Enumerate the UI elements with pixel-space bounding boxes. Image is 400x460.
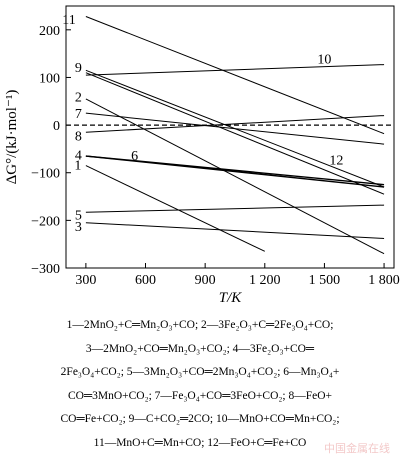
series-line-12 <box>85 72 385 195</box>
line-label-12: 12 <box>329 153 343 168</box>
line-label-1: 1 <box>74 159 81 174</box>
caption-line: 3—2MnO₂+CO═Mn₂O₃+CO₂; 4—3Fe₂O₃+CO═ <box>85 342 315 355</box>
line-label-9: 9 <box>75 61 82 76</box>
line-label-6: 6 <box>131 149 138 164</box>
caption-line: CO═3MnO+CO₂; 7—Fe₃O₄+CO═3FeO+CO₂; 8—FeO+ <box>67 389 332 402</box>
series-line-1 <box>85 165 266 252</box>
x-tick-label: 1 500 <box>309 273 341 288</box>
y-tick-label: 200 <box>39 24 60 39</box>
x-tick-label: 300 <box>75 273 96 288</box>
x-axis-title: T/K <box>219 290 243 306</box>
series-line-11 <box>85 16 385 135</box>
y-axis-title: ΔG°/(kJ·mol⁻¹) <box>4 90 20 185</box>
series-line-10 <box>85 64 385 76</box>
series-line-2 <box>85 98 385 255</box>
line-label-2: 2 <box>75 91 82 106</box>
axes: 300 600 900 1 200 1 500 1 800 −300 −200 −100 0 100… <box>4 5 400 306</box>
line-label-10: 10 <box>317 52 331 67</box>
series-group <box>85 16 385 255</box>
y-tick-label: 100 <box>39 71 60 86</box>
x-tick-label: 1 200 <box>249 273 281 288</box>
x-tick-label: 600 <box>135 273 156 288</box>
figure-caption: 1—2MnO₂+C═Mn₂O₃+CO; 2—3Fe₂O₃+C═2Fe₃O₄+CO… <box>8 314 392 456</box>
series-line-3 <box>85 222 385 239</box>
series-line-6 <box>85 155 385 186</box>
series-line-8 <box>85 115 385 133</box>
caption-line: 1—2MnO₂+C═Mn₂O₃+CO; 2—3Fe₂O₃+C═2Fe₃O₄+CO… <box>66 319 334 331</box>
x-tick-label: 1 800 <box>368 273 400 288</box>
series-line-9 <box>85 69 385 188</box>
x-tick-label: 900 <box>195 273 216 288</box>
line-label-8: 8 <box>75 130 82 145</box>
plot-frame <box>65 5 395 269</box>
y-tick-label: −300 <box>31 262 60 277</box>
watermark: 中国金属在线 <box>324 442 390 455</box>
caption-line: CO═Fe+CO₂; 9—C+CO₂═2CO; 10—MnO+CO═Mn+CO₂… <box>60 413 340 426</box>
line-label-3: 3 <box>75 220 82 235</box>
line-label-7: 7 <box>75 107 82 122</box>
y-tick-label: −200 <box>31 214 60 229</box>
line-label-4: 4 <box>75 149 82 164</box>
y-tick-label: −100 <box>31 167 60 182</box>
line-label-11: 11 <box>62 13 75 28</box>
chart: 300 600 900 1 200 1 500 1 800 −300 −200 −100 0 100… <box>4 5 400 306</box>
series-line-5 <box>85 204 385 213</box>
caption-line: 11—MnO+C═Mn+CO; 12—FeO+C═Fe+CO <box>93 436 307 449</box>
y-tick-label: 0 <box>53 119 60 134</box>
line-label-5: 5 <box>75 209 82 224</box>
caption-line: 2Fe₃O₄+CO₂; 5—3Mn₂O₃+CO═2Mn₃O₄+CO₂; 6—Mn… <box>60 366 340 379</box>
